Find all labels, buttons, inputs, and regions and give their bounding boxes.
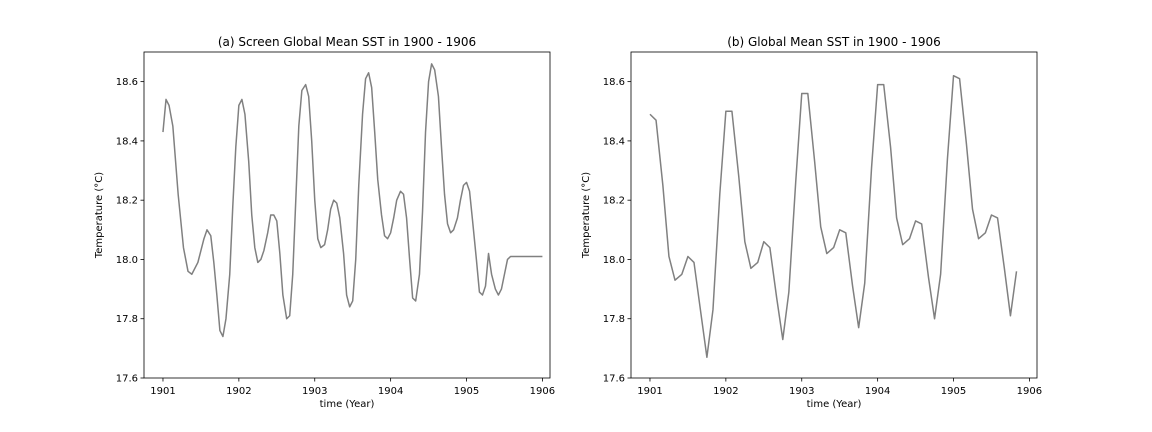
x-tick-label: 1904: [378, 386, 403, 397]
y-tick-label: 18.0: [603, 255, 625, 266]
x-tick-label: 1901: [150, 386, 175, 397]
series-line-0: [162, 63, 543, 338]
axes-frame: [143, 51, 551, 379]
x-axis-label: time (Year): [320, 399, 375, 410]
x-tick-label: 1903: [789, 386, 814, 397]
chart-title: (a) Screen Global Mean SST in 1900 - 190…: [218, 35, 476, 49]
y-tick-label: 18.6: [603, 77, 625, 88]
x-tick-label: 1906: [1017, 386, 1042, 397]
chart-panel-b: (b) Global Mean SST in 1900 - 1906 1901 19…: [581, 35, 1042, 410]
y-tick-label: 18.2: [603, 196, 625, 207]
y-tick-label: 17.8: [116, 314, 138, 325]
y-tick-label: 17.6: [603, 374, 625, 385]
y-tick-label: 18.2: [116, 196, 138, 207]
x-tick-label: 1901: [637, 386, 662, 397]
x-tick-label: 1903: [302, 386, 327, 397]
y-tick-label: 18.4: [603, 136, 625, 147]
x-tick-label: 1904: [865, 386, 890, 397]
y-axis-label: Temperature (°C): [94, 172, 105, 259]
y-tick-label: 18.0: [116, 255, 138, 266]
x-axis-label: time (Year): [807, 399, 862, 410]
y-tick-label: 17.6: [116, 374, 138, 385]
axes-frame: [630, 51, 1038, 379]
x-tick-label: 1902: [226, 386, 251, 397]
series-line-0: [649, 74, 1018, 358]
chart-title: (b) Global Mean SST in 1900 - 1906: [727, 35, 941, 49]
chart-panel-a: (a) Screen Global Mean SST in 1900 - 190…: [94, 35, 555, 410]
x-tick-label: 1906: [530, 386, 555, 397]
y-tick-label: 18.6: [116, 77, 138, 88]
y-axis-label: Temperature (°C): [581, 172, 592, 259]
y-tick-label: 18.4: [116, 136, 138, 147]
y-tick-label: 17.8: [603, 314, 625, 325]
x-tick-label: 1905: [941, 386, 966, 397]
x-tick-label: 1902: [713, 386, 738, 397]
x-tick-label: 1905: [454, 386, 479, 397]
